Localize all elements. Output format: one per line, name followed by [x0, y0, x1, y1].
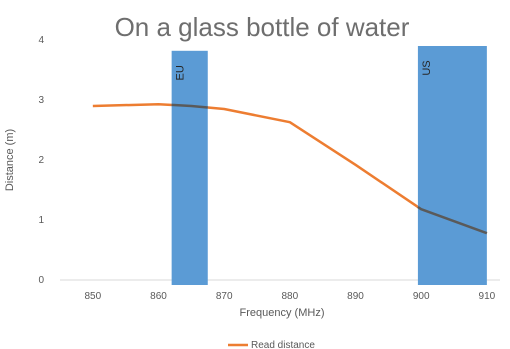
x-tick-label: 900 [413, 291, 430, 302]
chart-title: On a glass bottle of water [115, 12, 410, 42]
series-line [92, 102, 488, 235]
x-tick-label: 910 [479, 291, 496, 302]
legend: Read distance [228, 340, 315, 349]
x-tick-label: 890 [347, 291, 364, 302]
y-tick-label: 1 [38, 215, 44, 226]
y-tick-label: 0 [38, 275, 44, 286]
band-label-us: US [421, 60, 433, 75]
plot-area: 850 860 870 880 890 900 910 0 1 2 3 4 EU US [38, 35, 500, 302]
series-line-in-band [417, 205, 488, 235]
y-tick-label: 2 [38, 155, 44, 166]
x-axis-label: Frequency (MHz) [240, 307, 325, 319]
y-tick-label: 4 [38, 35, 44, 46]
band-us [417, 46, 487, 285]
x-tick-label: 880 [282, 291, 299, 302]
band-label-eu: EU [175, 65, 187, 80]
y-tick-label: 3 [38, 95, 44, 106]
y-axis-label: Distance (m) [4, 129, 16, 191]
x-tick-label: 850 [84, 291, 101, 302]
x-tick-label: 860 [150, 291, 167, 302]
legend-label: Read distance [251, 340, 315, 349]
x-tick-label: 870 [216, 291, 233, 302]
band-eu [171, 50, 208, 285]
series-line-in-band [171, 103, 208, 109]
